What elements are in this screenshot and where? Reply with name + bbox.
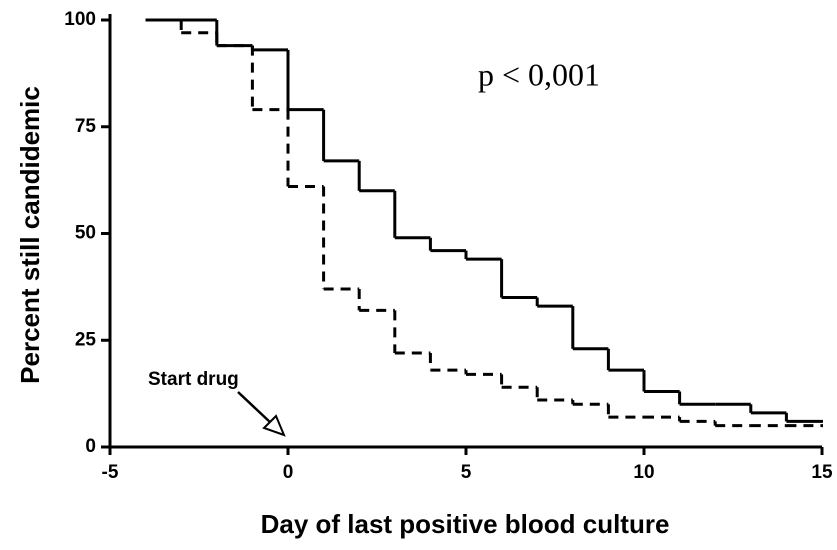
y-tick-label: 75	[75, 116, 97, 137]
annotation-arrowhead	[262, 414, 286, 437]
x-tick-label: 10	[633, 462, 654, 483]
annotation-arrow	[237, 391, 273, 425]
p-value-annotation: p < 0,001	[478, 56, 600, 92]
y-tick-label: 0	[85, 436, 96, 457]
y-tick-label: 50	[75, 223, 96, 244]
x-axis-label: Day of last positive blood culture	[261, 509, 670, 539]
y-tick-label: 100	[64, 9, 96, 30]
y-axis-label: Percent still candidemic	[15, 86, 45, 384]
x-tick-label: 0	[283, 462, 294, 483]
x-tick-label: 15	[811, 462, 833, 483]
x-tick-label: -5	[102, 462, 119, 483]
y-tick-label: 25	[75, 329, 97, 350]
start-drug-annotation: Start drug	[148, 369, 239, 390]
x-tick-label: 5	[461, 462, 472, 483]
